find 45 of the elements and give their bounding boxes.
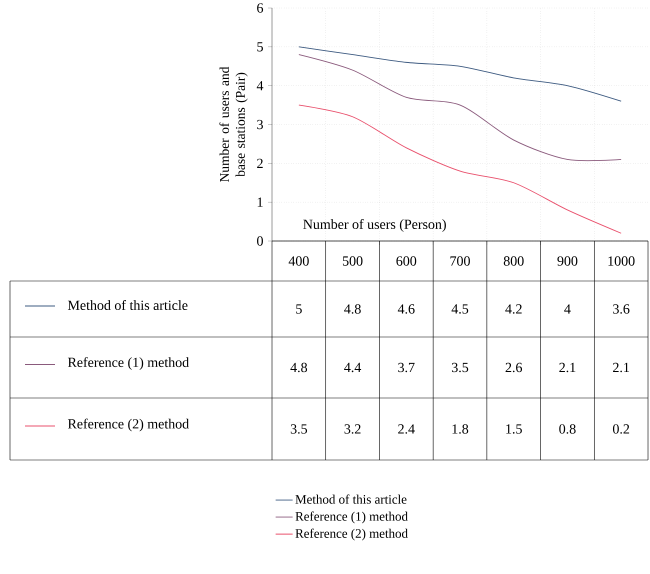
- data-label: 4.5: [452, 304, 468, 314]
- data-label: 0.8: [559, 424, 576, 434]
- data-label: 2.6: [506, 362, 522, 372]
- data-label: 3.7: [398, 362, 415, 372]
- x-tick-label: 500: [342, 256, 362, 266]
- data-label: 1.5: [506, 424, 522, 434]
- legend-label: Reference (1) method: [68, 357, 189, 370]
- legend-label: Reference (2) method: [68, 418, 189, 432]
- y-tick-label: 0: [257, 236, 263, 246]
- data-label: 0.2: [612, 424, 630, 434]
- legend-label: Method of this article: [68, 300, 188, 310]
- data-label: 3.5: [452, 362, 468, 372]
- data-label: 4.4: [344, 362, 362, 372]
- data-label: 4: [564, 304, 571, 314]
- y-axis-title: Number of users and base stations (Pair): [219, 66, 248, 182]
- y-tick-label: 3: [257, 120, 263, 130]
- x-tick-label: 1000: [608, 256, 635, 266]
- x-tick-label: 600: [396, 256, 416, 266]
- data-label: 3.5: [290, 424, 308, 434]
- x-tick-label: 400: [288, 256, 309, 266]
- line-series: [298, 46, 622, 102]
- data-label: 4.2: [505, 304, 522, 314]
- data-label: 5: [296, 304, 302, 314]
- data-label: 2.1: [559, 362, 576, 372]
- x-tick-label: 800: [504, 256, 524, 266]
- data-label: 3.2: [344, 424, 361, 434]
- x-axis-title: Number of users (Person): [303, 219, 446, 232]
- x-tick-label: 900: [557, 256, 578, 266]
- data-label: 4.8: [344, 304, 361, 314]
- y-tick-label: 6: [257, 3, 264, 13]
- text: Reference (1) method: [295, 512, 408, 524]
- y-tick-label: 1: [258, 198, 263, 207]
- x-tick-label: 700: [450, 256, 470, 266]
- data-label: 2.1: [613, 362, 630, 372]
- data-label: 1.8: [452, 424, 468, 434]
- data-label: 4.6: [398, 304, 415, 314]
- y-tick-label: 2: [257, 158, 263, 168]
- text: Reference (2) method: [295, 528, 408, 540]
- data-label: 3.6: [613, 304, 630, 314]
- y-tick-label: 5: [257, 42, 263, 52]
- data-label: 2.4: [398, 424, 415, 434]
- text: Method of this article: [295, 494, 406, 504]
- data-label: 4.8: [290, 362, 308, 372]
- y-tick-label: 4: [256, 81, 264, 90]
- line-series: [298, 104, 622, 234]
